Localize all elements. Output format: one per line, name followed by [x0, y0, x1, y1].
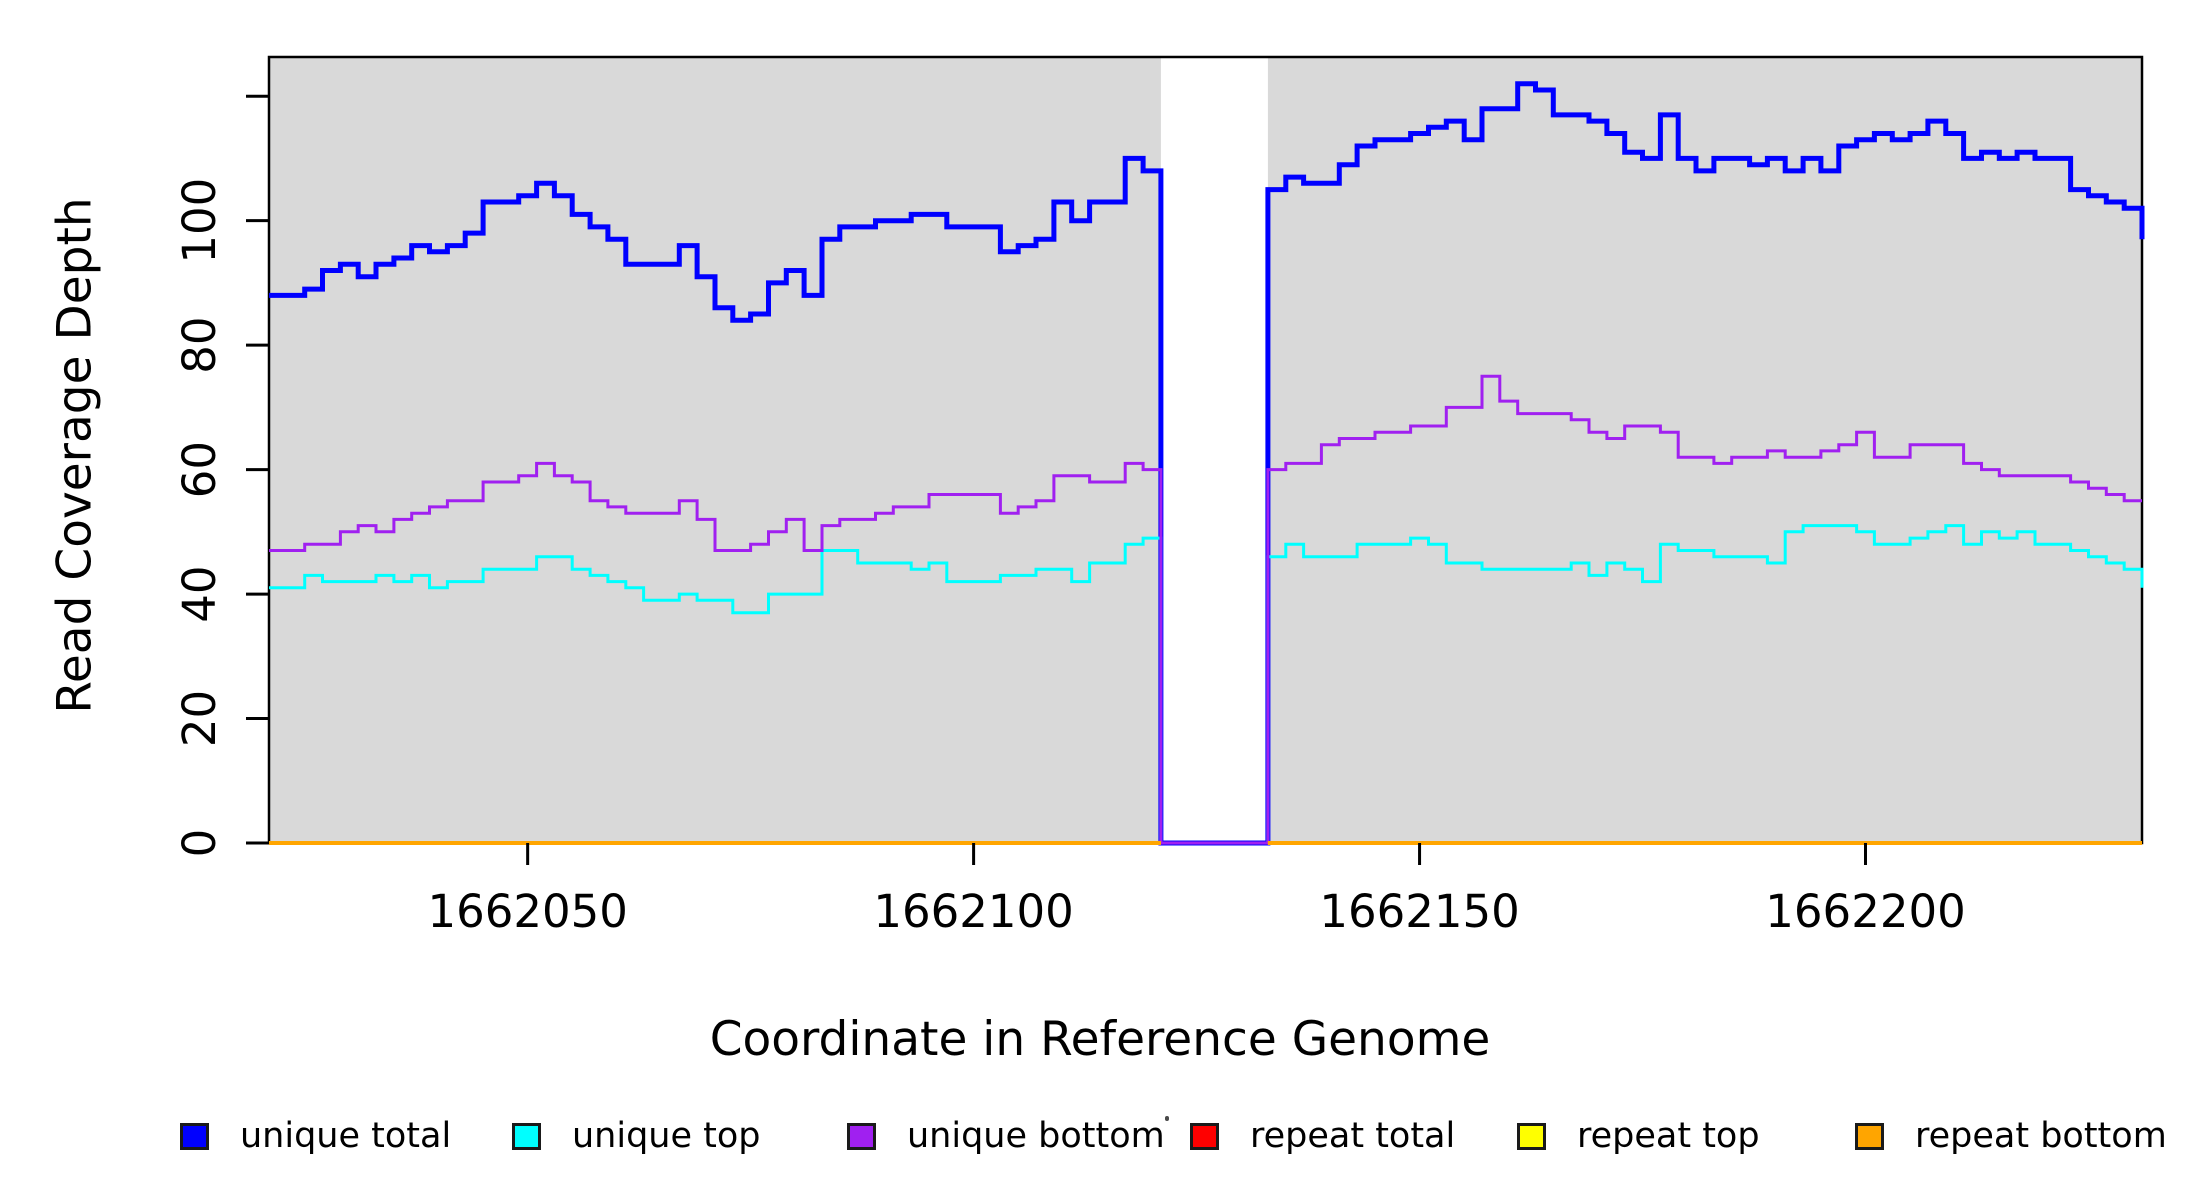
x-tick-label: 1662050	[427, 885, 627, 938]
y-axis: 0 20 40 60 80 100	[173, 94, 269, 858]
y-tick-label: 0	[173, 829, 226, 858]
coverage-series	[269, 81, 2145, 846]
x-tick-label: 1662100	[873, 885, 1073, 938]
y-tick-label: 80	[173, 316, 226, 373]
y-tick-label: 100	[173, 178, 226, 264]
x-axis-title: Coordinate in Reference Genome	[709, 1012, 1491, 1067]
shaded-region-0	[269, 57, 1161, 843]
y-axis-title: Read Coverage Depth	[47, 197, 103, 714]
y-tick-label: 60	[173, 441, 226, 498]
y-tick-label: 20	[173, 690, 226, 747]
x-axis: 1662050 1662100 1662150 1662200	[427, 843, 1966, 938]
shaded-region-1	[1267, 57, 2142, 843]
panel-shaded-regions	[269, 57, 2142, 843]
x-tick-label: 1662150	[1319, 885, 1519, 938]
series-unique-bottom	[269, 374, 2142, 845]
x-tick-label: 1662200	[1765, 885, 1965, 938]
y-tick-label: 40	[173, 565, 226, 622]
